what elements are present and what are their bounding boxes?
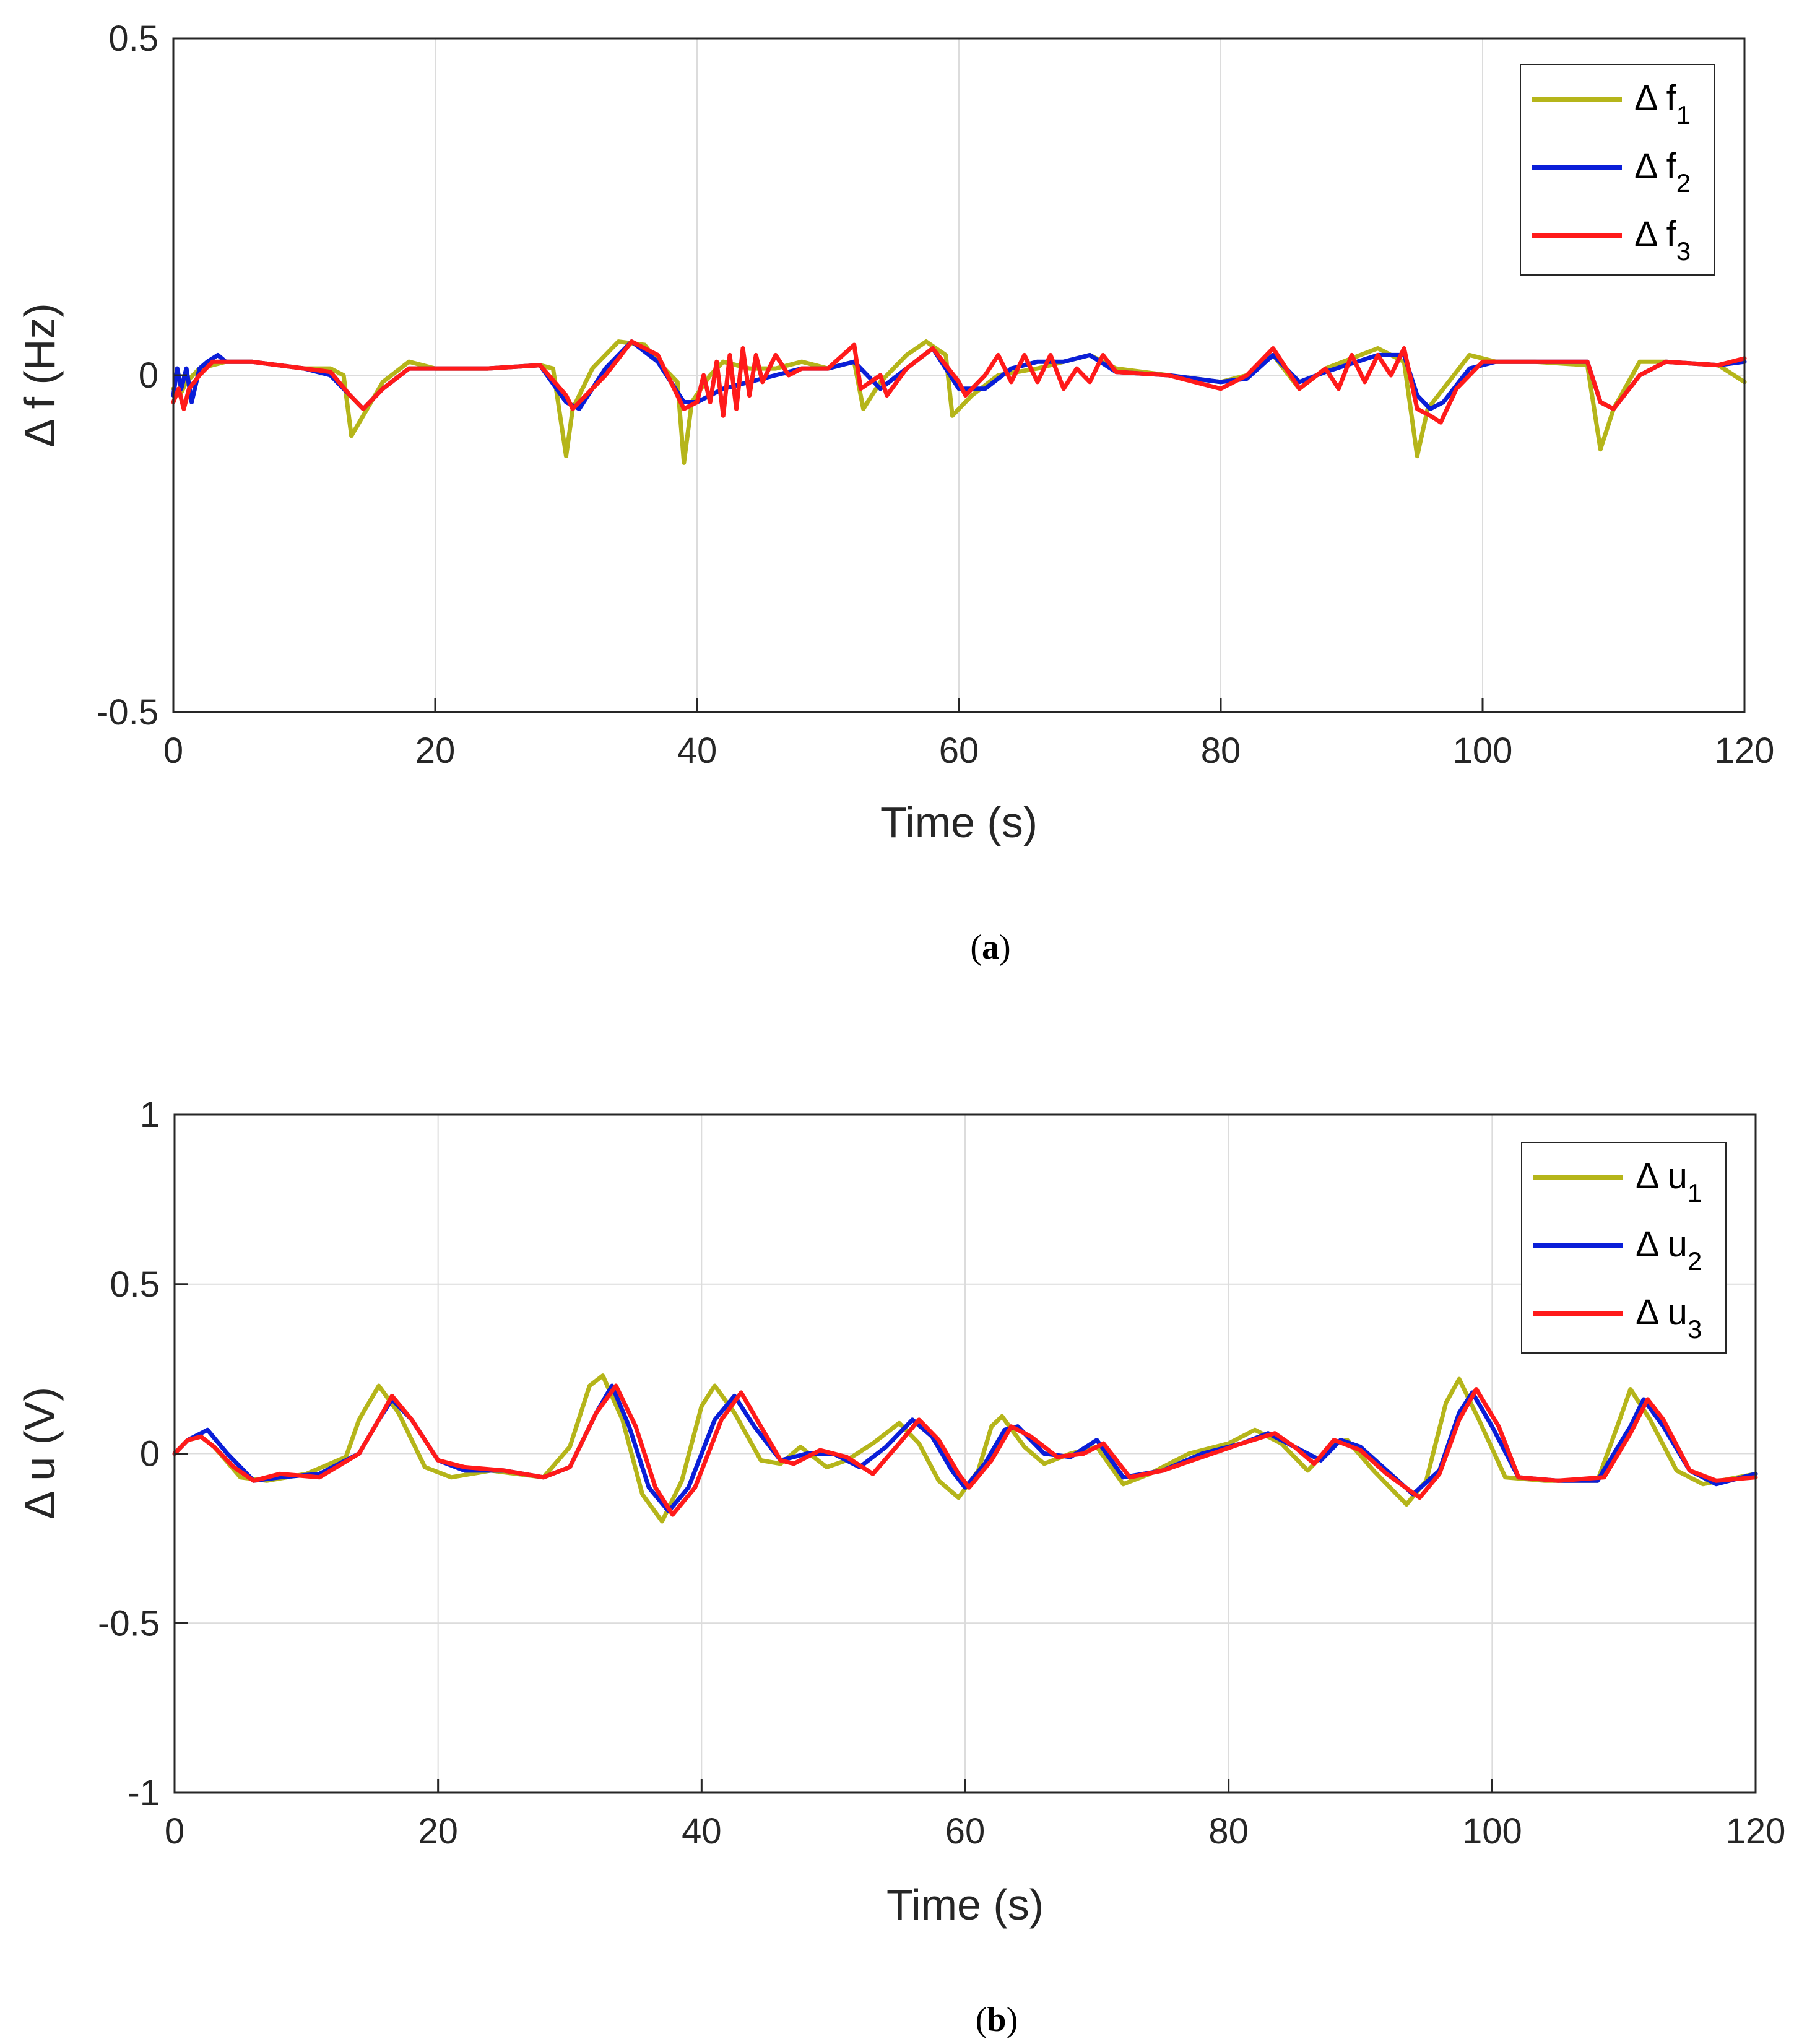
y-tick-label-a--0.5: -0.5 (97, 692, 158, 733)
series-line-b-3 (172, 1383, 1758, 1517)
x-tick-label-a-40: 40 (677, 731, 717, 771)
x-tick-label-b-60: 60 (945, 1811, 986, 1851)
x-tick-label-b-100: 100 (1462, 1811, 1522, 1851)
series-line-a-3 (171, 339, 1747, 425)
y-tick-label-b--1: -1 (128, 1773, 160, 1813)
x-tick-label-a-60: 60 (939, 731, 979, 771)
x-tick-label-b-80: 80 (1208, 1811, 1249, 1851)
x-tick-label-a-120: 120 (1715, 731, 1775, 771)
panel-b: 0 20 40 60 80 100 120 -1 -0.5 0 0.5 1 Time (s) Δ u … (15, 1095, 1785, 2039)
series-lines-a (171, 339, 1747, 465)
legend-a: Δ f1Δ f2Δ f3 (1520, 64, 1715, 276)
y-tick-label-b-1: 1 (140, 1095, 160, 1135)
caption-b: (b) (976, 2001, 1018, 2039)
x-tick-label-b-120: 120 (1726, 1811, 1786, 1851)
legend-b: Δ u1Δ u2Δ u3 (1521, 1142, 1727, 1354)
ticks-b: 0 20 40 60 80 100 120 -1 -0.5 0 0.5 1 (98, 1095, 1785, 1851)
y-axis-label-b: Δ u (V) (15, 1387, 64, 1520)
x-tick-label-a-100: 100 (1453, 731, 1513, 771)
panel-a: 0 20 40 60 80 100 120-0.500.5 Time (s) Δ f (Hz… (15, 19, 1774, 967)
series-lines-b (172, 1373, 1758, 1524)
y-axis-label-a: Δ f (Hz) (15, 303, 64, 447)
x-tick-label-b-40: 40 (682, 1811, 722, 1851)
y-tick-label-a-0: 0 (139, 355, 158, 396)
x-tick-label-a-20: 20 (415, 731, 456, 771)
y-tick-label-a-0.5: 0.5 (108, 19, 158, 59)
x-tick-label-a-0: 0 (163, 731, 183, 771)
y-tick-label-b-0.5: 0.5 (110, 1264, 160, 1305)
y-tick-label-b--0.5: -0.5 (98, 1603, 160, 1643)
y-tick-label-b-0: 0 (140, 1434, 160, 1474)
x-tick-label-b-20: 20 (418, 1811, 458, 1851)
x-tick-label-a-80: 80 (1201, 731, 1241, 771)
series-line-b-1 (172, 1373, 1758, 1524)
caption-a: (a) (970, 928, 1010, 967)
x-tick-label-b-0: 0 (165, 1811, 184, 1851)
ticks-a: 0 20 40 60 80 100 120-0.500.5 (97, 19, 1774, 771)
x-axis-label-b: Time (s) (886, 1881, 1044, 1929)
x-axis-label-a: Time (s) (880, 798, 1038, 846)
grid-a (173, 38, 1744, 712)
